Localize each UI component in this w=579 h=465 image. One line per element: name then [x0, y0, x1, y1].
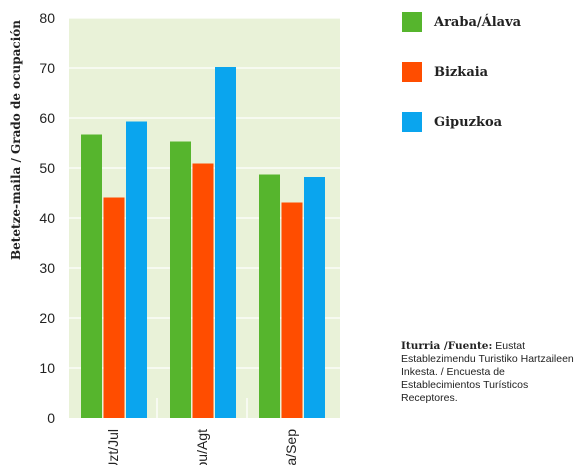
- y-tick-label: 50: [39, 160, 55, 176]
- y-axis: 0 10 20 30 40 50 60 70 80: [39, 10, 55, 426]
- bar-araba-lava-1: [81, 134, 102, 418]
- x-tick-label: Ira/Sep: [283, 429, 299, 465]
- legend-item-araba: Araba/Álava: [402, 12, 521, 32]
- legend-label-bizkaia: Bizkaia: [434, 64, 489, 80]
- y-tick-label: 10: [39, 360, 55, 376]
- legend-label-gipuzkoa: Gipuzkoa: [434, 114, 503, 130]
- bar-gipuzkoa-3: [304, 177, 325, 418]
- x-tick-label: Uzt/Jul: [105, 429, 121, 465]
- source-label: Iturria /Fuente:: [401, 340, 493, 352]
- legend-item-gipuzkoa: Gipuzkoa: [402, 112, 521, 132]
- y-tick-label: 60: [39, 110, 55, 126]
- legend-swatch-gipuzkoa: [402, 112, 422, 132]
- bar-gipuzkoa-2: [215, 67, 236, 418]
- y-tick-label: 30: [39, 260, 55, 276]
- source-text: Eustat Establezimendu Turistiko Hartzail…: [401, 340, 574, 404]
- legend-label-araba: Araba/Álava: [434, 14, 522, 30]
- legend-swatch-araba: [402, 12, 422, 32]
- x-axis: Uzt/Jul Abu/Agt Ira/Sep: [105, 429, 299, 465]
- bar-bizkaia-1: [103, 197, 125, 418]
- source-note: Iturria /Fuente: Eustat Establezimendu T…: [401, 340, 577, 405]
- bar-bizkaia-3: [281, 202, 303, 418]
- y-axis-label: Betetze-maila / Grado de ocupación: [9, 20, 23, 260]
- y-tick-label: 20: [39, 310, 55, 326]
- y-tick-label: 0: [47, 410, 55, 426]
- bar-araba-lava-3: [259, 174, 280, 418]
- bar-gipuzkoa-1: [126, 121, 147, 418]
- x-tick-label: Abu/Agt: [194, 429, 210, 465]
- bar-bizkaia-2: [192, 163, 214, 418]
- legend-swatch-bizkaia: [402, 62, 422, 82]
- legend: Araba/Álava Bizkaia Gipuzkoa: [402, 12, 521, 162]
- y-tick-label: 70: [39, 60, 55, 76]
- y-tick-label: 40: [39, 210, 55, 226]
- y-tick-label: 80: [39, 10, 55, 26]
- bar-araba-lava-2: [170, 141, 191, 418]
- bars: [81, 67, 325, 418]
- legend-item-bizkaia: Bizkaia: [402, 62, 521, 82]
